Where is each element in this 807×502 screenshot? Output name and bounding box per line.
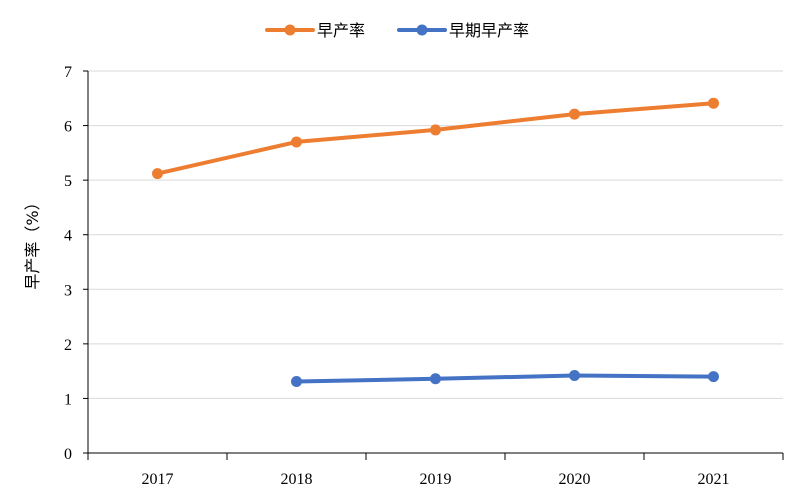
data-point: [291, 376, 302, 388]
y-tick-label: 3: [64, 282, 72, 299]
x-tick-label: 2021: [698, 471, 730, 488]
data-point: [430, 373, 441, 385]
data-point: [708, 97, 719, 109]
legend-swatch-marker: [416, 24, 428, 36]
y-tick-label: 1: [64, 391, 72, 408]
y-tick-label: 7: [64, 64, 72, 81]
x-tick-label: 2018: [281, 471, 313, 488]
y-tick-label: 6: [64, 119, 72, 136]
data-point: [152, 168, 163, 180]
series-1: [152, 97, 719, 180]
y-axis-label: 早产率（%）: [23, 194, 42, 289]
y-axis-ticks: 0 1 2 3 4 5 6 7: [64, 64, 72, 463]
x-tick-label: 2019: [420, 471, 452, 488]
y-tick-label: 4: [64, 228, 72, 245]
series-2: [291, 370, 719, 388]
gridlines: [88, 70, 783, 399]
data-point: [430, 124, 441, 136]
legend: 早产率 早期早产率: [265, 21, 529, 40]
series-line: [155, 101, 716, 176]
y-tick-label: 5: [64, 173, 72, 190]
x-axis-ticks: 2017 2018 2019 2020 2021: [142, 471, 730, 488]
legend-swatch-marker: [284, 24, 296, 36]
legend-item: 早产率: [265, 21, 365, 40]
data-point: [291, 136, 302, 148]
series-line: [294, 373, 716, 384]
series-group: [152, 97, 719, 388]
data-point: [569, 108, 580, 120]
data-point: [569, 370, 580, 382]
x-tick-label: 2017: [142, 471, 174, 488]
legend-item: 早期早产率: [397, 21, 529, 40]
y-tick-label: 2: [64, 337, 72, 354]
y-tick-label: 0: [64, 446, 72, 463]
x-tick-label: 2020: [559, 471, 591, 488]
legend-label: 早期早产率: [449, 21, 529, 40]
data-point: [708, 371, 719, 383]
axes: [83, 70, 784, 460]
legend-label: 早产率: [317, 21, 365, 40]
